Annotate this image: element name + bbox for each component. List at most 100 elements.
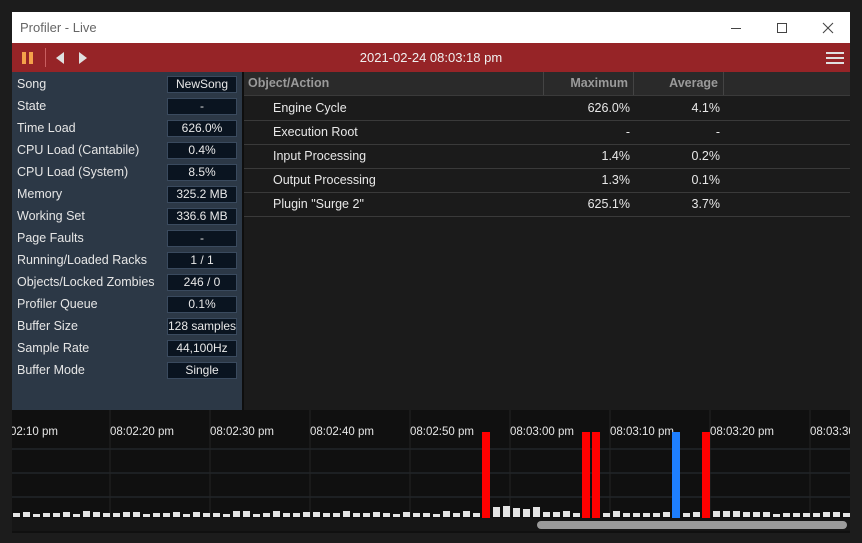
stat-value: 336.6 MB [167,208,237,225]
timeline-activity-bar [123,512,130,517]
timeline-activity-bar [443,511,450,517]
timeline-activity-bar [733,511,740,517]
timeline-activity-bar [333,513,340,517]
timeline-activity-bar [623,513,630,517]
timeline-activity-bar [413,513,420,517]
table-row[interactable]: Input Processing 1.4% 0.2% [244,144,850,169]
timeline-activity-bar [513,508,520,517]
stat-row: Memory 325.2 MB [12,183,242,205]
timeline-graph[interactable]: 02:10 pm 08:02:20 pm 08:02:30 pm 08:02:40 p… [12,410,850,533]
pause-button[interactable] [14,43,42,72]
stat-row: Song NewSong [12,73,242,95]
stat-row: Page Faults - [12,227,242,249]
stat-row: Time Load 626.0% [12,117,242,139]
timeline-time-label: 08:02:30 pm [210,426,274,438]
panel-splitter[interactable] [242,72,244,410]
table-row[interactable]: Engine Cycle 626.0% 4.1% [244,96,850,121]
stat-label: Buffer Mode [17,363,85,377]
timeline-scrollbar-thumb[interactable] [537,521,847,529]
stat-value: 626.0% [167,120,237,137]
timeline-activity-bar [343,511,350,517]
timeline-activity-bar [293,513,300,517]
stat-label: Running/Loaded Racks [17,253,147,267]
timeline-activity-bar [463,511,470,517]
row-maximum: 1.4% [601,149,631,163]
stat-label: Buffer Size [17,319,78,333]
column-header-maximum[interactable]: Maximum [570,76,628,90]
stats-panel: Song NewSong State - Time Load 626.0% CP… [12,72,242,410]
timeline-activity-bar [763,512,770,517]
timeline-activity-bar [403,512,410,517]
stat-label: Sample Rate [17,341,90,355]
timeline-activity-bar [303,512,310,517]
timeline-activity-bar [563,511,570,517]
timeline-activity-bar [363,513,370,517]
row-maximum: - [625,125,630,139]
timeline-time-label: 08:03:20 pm [710,426,774,438]
stat-row: State - [12,95,242,117]
timeline-activity-bar [543,512,550,517]
column-divider[interactable] [633,72,634,95]
timeline-activity-bar [393,514,400,517]
timeline-activity-bar [683,513,690,517]
timeline-activity-bar [13,513,20,517]
timeline-activity-bar [603,513,610,517]
arrow-right-icon [79,51,87,64]
table-row[interactable]: Execution Root - - [244,120,850,145]
timeline-activity-bar [33,514,40,517]
stat-value: 44,100Hz [167,340,237,357]
stat-value: 128 samples [167,318,237,335]
row-name: Output Processing [273,173,376,187]
timeline-activity-bar [503,506,510,517]
column-header-average[interactable]: Average [669,76,718,90]
timeline-activity-bar [843,513,850,517]
stat-value: 0.1% [167,296,237,313]
timeline-activity-bar [493,507,500,517]
maximize-button[interactable] [759,12,805,43]
menu-button[interactable] [822,43,848,72]
timeline-activity-bar [533,507,540,517]
stat-row: Objects/Locked Zombies 246 / 0 [12,271,242,293]
stat-value: 0.4% [167,142,237,159]
stat-value: 246 / 0 [167,274,237,291]
table-row[interactable]: Plugin "Surge 2" 625.1% 3.7% [244,192,850,217]
toolbar-separator [45,48,46,67]
column-divider[interactable] [723,72,724,95]
column-header-object[interactable]: Object/Action [248,76,330,90]
stat-label: Objects/Locked Zombies [17,275,155,289]
timeline-activity-bar [193,512,200,517]
timeline-activity-bar [73,514,80,517]
timeline-activity-bar [713,511,720,517]
row-average: - [715,125,720,139]
timeline-activity-bar [203,513,210,517]
row-name: Input Processing [273,149,367,163]
pause-icon [22,51,33,64]
close-button[interactable] [805,12,850,43]
previous-button[interactable] [50,43,70,72]
timeline-activity-bar [423,513,430,517]
minimize-icon [731,27,741,29]
arrow-left-icon [56,51,64,64]
stat-row: Working Set 336.6 MB [12,205,242,227]
timeline-canvas[interactable]: 02:10 pm 08:02:20 pm 08:02:30 pm 08:02:40 p… [12,410,850,518]
row-average: 0.1% [691,173,721,187]
next-button[interactable] [73,43,93,72]
timeline-spike-bar [592,432,600,518]
column-divider[interactable] [543,72,544,95]
stat-label: Song [17,77,47,91]
timeline-activity-bar [643,513,650,517]
minimize-button[interactable] [713,12,759,43]
stat-row: Sample Rate 44,100Hz [12,337,242,359]
timeline-activity-bar [283,513,290,517]
row-average: 0.2% [691,149,721,163]
timeline-activity-bar [833,512,840,517]
timeline-time-label: 08:03:10 pm [610,426,674,438]
timeline-activity-bar [63,512,70,517]
table-row[interactable]: Output Processing 1.3% 0.1% [244,168,850,193]
timeline-activity-bar [263,513,270,517]
stat-row: Buffer Mode Single [12,359,242,381]
timeline-activity-bar [383,513,390,517]
timeline-activity-bar [153,513,160,517]
timeline-activity-bar [573,513,580,517]
timeline-spike-bar [672,432,680,518]
